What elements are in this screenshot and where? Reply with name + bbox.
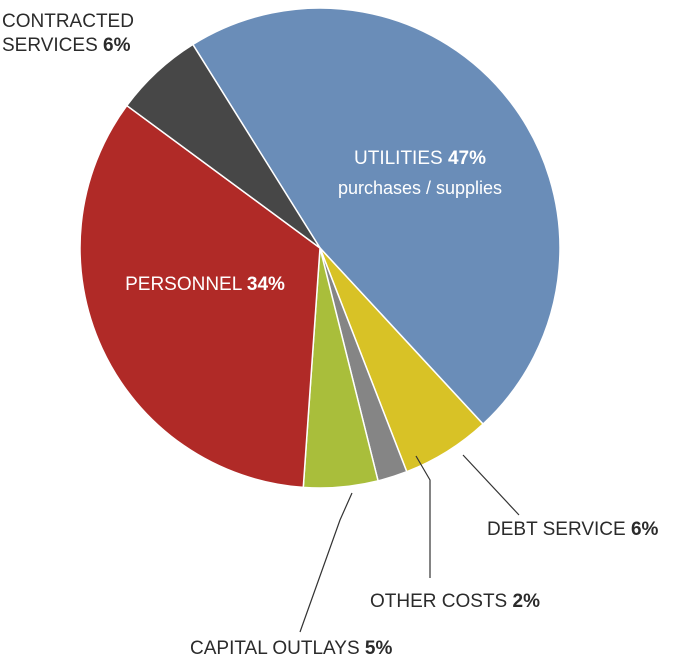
slices bbox=[79, 7, 561, 489]
slice-label: DEBT SERVICE 6% bbox=[487, 518, 687, 542]
slice bbox=[125, 43, 321, 249]
slice bbox=[191, 7, 561, 426]
category-name: PERSONNEL bbox=[125, 274, 242, 295]
slice-label: CONTRACTED SERVICES 6% bbox=[2, 10, 162, 58]
category-name: DEBT SERVICE bbox=[487, 519, 626, 540]
category-name: UTILITIES bbox=[354, 148, 443, 169]
slice bbox=[79, 104, 321, 489]
value-label: 6% bbox=[630, 519, 659, 540]
leader-line bbox=[462, 454, 520, 516]
value-label: 47% bbox=[447, 148, 486, 169]
category-name: CAPITAL OUTLAYS bbox=[190, 638, 360, 659]
annotation: purchases / supplies bbox=[337, 178, 503, 198]
leader-lines bbox=[299, 454, 520, 633]
slice-label: CAPITAL OUTLAYS 5% bbox=[190, 637, 430, 661]
value-label: 34% bbox=[246, 274, 285, 295]
category-name: CONTRACTED SERVICES bbox=[2, 11, 134, 56]
slice-label: UTILITIES 47% bbox=[300, 147, 540, 171]
leader-line bbox=[299, 492, 353, 633]
leader-line bbox=[415, 455, 431, 578]
value-label: 6% bbox=[103, 35, 131, 56]
value-label: 2% bbox=[512, 591, 540, 612]
slice-label: OTHER COSTS 2% bbox=[370, 590, 570, 614]
category-name: OTHER COSTS bbox=[370, 591, 508, 612]
slice-label: PERSONNEL 34% bbox=[90, 273, 320, 297]
value-label: 5% bbox=[364, 638, 393, 659]
